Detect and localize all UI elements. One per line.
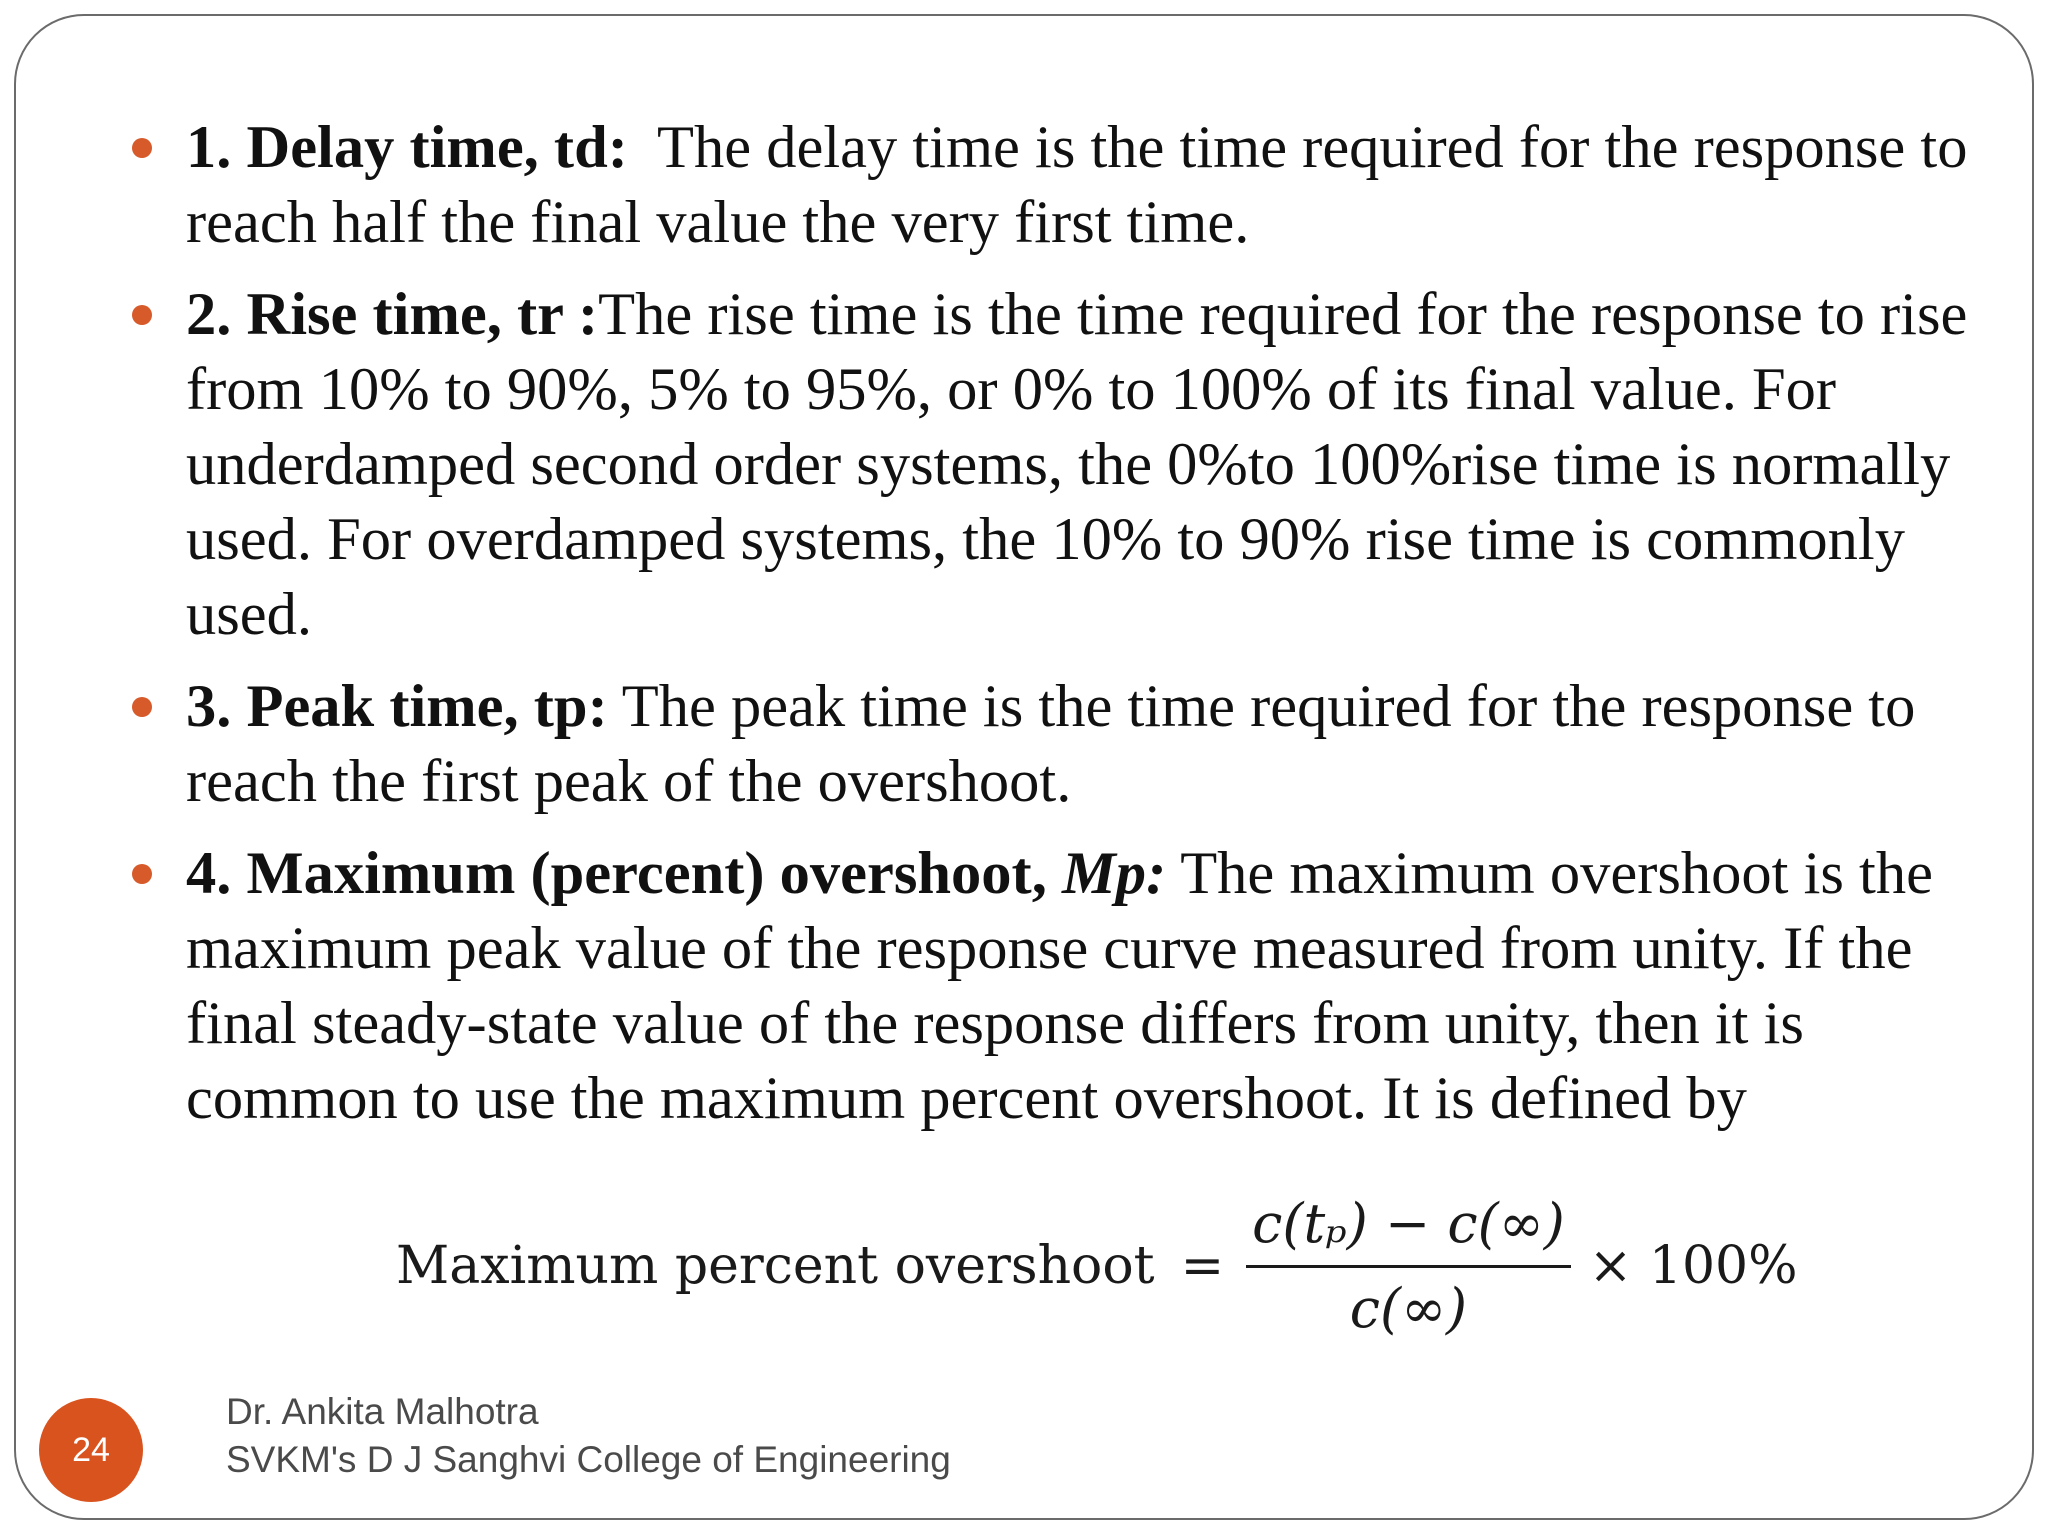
footer-credits: Dr. Ankita Malhotra SVKM's D J Sanghvi C… <box>226 1388 951 1484</box>
bullet-rise-time: 2. Rise time, tr :The rise time is the t… <box>16 277 2016 652</box>
bullet-dot-icon <box>132 697 152 717</box>
bullet-dot-icon <box>132 305 152 325</box>
formula-multiplier: × 100% <box>1588 1236 1798 1296</box>
bullet-text: The rise time is the time required for t… <box>186 281 1968 648</box>
formula-equals: = <box>1180 1236 1225 1296</box>
overshoot-formula: Maximum percent overshoot = c(tₚ) − c(∞)… <box>396 1176 1798 1356</box>
bullet-label: 1. Delay time, td: <box>186 114 628 181</box>
bullet-max-overshoot: 4. Maximum (percent) overshoot, Mp: The … <box>16 836 2016 1136</box>
formula-fraction: c(tₚ) − c(∞) c(∞) <box>1246 1187 1571 1346</box>
bullet-text: The maximum overshoot is the maximum pea… <box>186 840 1933 1132</box>
formula-label: Maximum percent overshoot <box>396 1236 1155 1296</box>
slide: 1. Delay time, td: The delay time is the… <box>14 14 2034 1520</box>
bullet-label: 3. Peak time, tp: <box>186 673 608 740</box>
bullet-delay-time: 1. Delay time, td: The delay time is the… <box>16 110 2016 260</box>
bullet-label: 4. Maximum (percent) overshoot, <box>186 840 1062 907</box>
bullet-dot-icon <box>132 138 152 158</box>
fraction-bar <box>1246 1264 1571 1268</box>
bullet-text: The delay time is the time required for … <box>186 114 1983 256</box>
footer-institution: SVKM's D J Sanghvi College of Engineerin… <box>226 1439 951 1480</box>
formula-denominator: c(∞) <box>1349 1276 1468 1340</box>
bullet-dot-icon <box>132 864 152 884</box>
bullet-text: The peak time is the time required for t… <box>186 673 1916 815</box>
slide-number-badge: 24 <box>39 1398 143 1502</box>
bullet-label: 2. Rise time, tr : <box>186 281 599 348</box>
bullet-list: 1. Delay time, td: The delay time is the… <box>16 110 2016 1153</box>
formula-numerator: c(tₚ) − c(∞) <box>1252 1191 1565 1255</box>
footer-author: Dr. Ankita Malhotra <box>226 1391 539 1432</box>
bullet-peak-time: 3. Peak time, tp: The peak time is the t… <box>16 669 2016 819</box>
bullet-label-symbol: Mp: <box>1061 840 1167 907</box>
